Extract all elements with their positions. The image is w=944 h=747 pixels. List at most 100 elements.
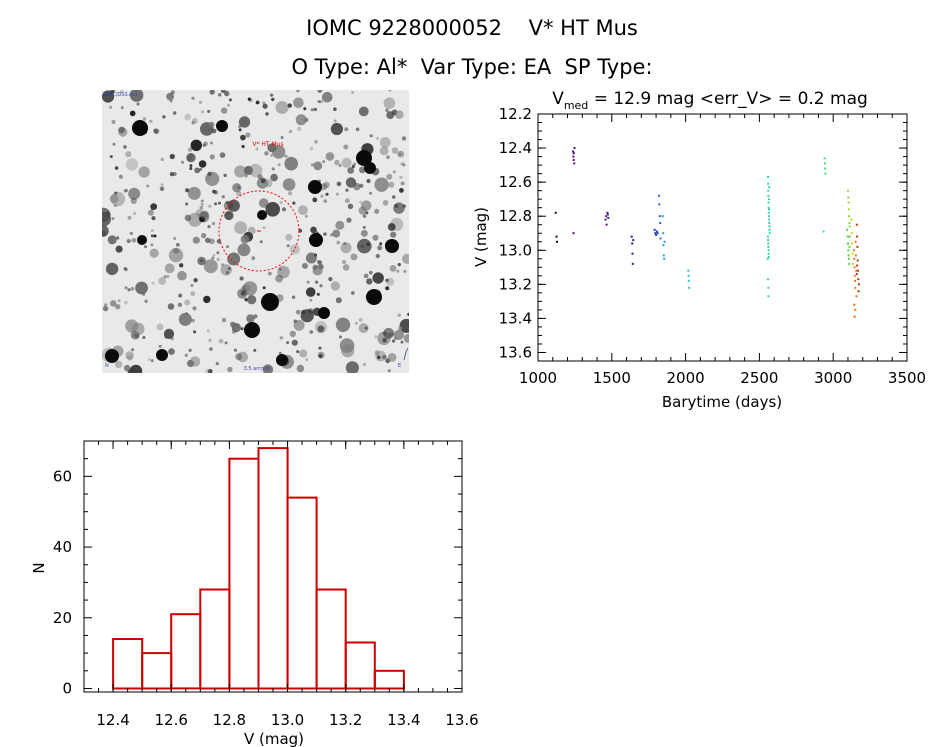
sky-star — [345, 198, 350, 204]
sky-star — [336, 181, 342, 187]
sky-star — [125, 158, 139, 171]
lc-point — [572, 159, 575, 161]
sky-star — [284, 154, 288, 158]
lc-point — [853, 274, 856, 277]
sky-star — [315, 280, 319, 284]
lc-point — [572, 152, 575, 155]
sky-star — [379, 137, 391, 148]
lc-point — [848, 235, 851, 238]
sky-star — [355, 127, 360, 132]
sky-star — [147, 209, 154, 216]
sky-star — [234, 165, 247, 178]
sky-star — [372, 234, 379, 241]
sky-star — [110, 90, 115, 94]
lc-point — [606, 211, 609, 214]
sky-star — [184, 353, 188, 357]
sky-star — [150, 359, 154, 363]
sky-star — [364, 326, 368, 330]
sky-star — [200, 199, 204, 203]
light-curve-title: Vmed = 12.9 mag <err_V> = 0.2 mag — [552, 89, 868, 112]
sky-star — [188, 348, 192, 352]
sky-star — [382, 338, 388, 343]
lc-point — [768, 218, 771, 221]
sky-star — [312, 265, 323, 276]
lc-point — [857, 269, 859, 272]
sky-star — [127, 288, 131, 292]
sky-star — [126, 239, 131, 243]
sky-star — [343, 144, 349, 150]
sky-star — [262, 103, 268, 109]
plot-title-line1: IOMC 9228000052 V* HT Mus — [306, 16, 638, 40]
sky-star — [218, 201, 221, 205]
sky-star — [208, 121, 215, 128]
sky-star — [114, 360, 123, 369]
sky-star — [224, 90, 230, 97]
sky-star — [288, 129, 293, 134]
sky-star — [214, 202, 218, 206]
sky-star — [359, 166, 366, 174]
lc-point — [687, 279, 690, 282]
sky-star — [197, 256, 206, 266]
lc-ytick-label: 12.4 — [499, 139, 532, 157]
lc-point — [767, 239, 770, 242]
sky-star — [168, 348, 175, 355]
lc-point — [663, 240, 666, 243]
lc-point — [605, 215, 608, 218]
lc-point — [654, 232, 657, 235]
sky-star — [107, 235, 117, 245]
lc-xtick-label: 3500 — [888, 369, 926, 387]
sky-star — [179, 263, 184, 268]
sky-star-bright — [244, 322, 260, 338]
sky-star — [319, 284, 323, 288]
lc-point — [573, 147, 576, 150]
sky-star — [387, 353, 397, 362]
sky-star — [102, 225, 109, 237]
lc-point — [847, 249, 850, 252]
sky-star — [303, 107, 307, 111]
sky-star-bright — [385, 239, 399, 253]
lc-point — [573, 162, 576, 165]
sky-star — [129, 90, 144, 102]
sky-star — [185, 202, 189, 206]
lc-point — [823, 162, 826, 165]
sky-star — [379, 146, 389, 156]
sky-star — [310, 108, 314, 112]
lc-point — [767, 295, 770, 298]
sky-star — [242, 281, 258, 296]
sky-star — [369, 134, 373, 138]
sky-star — [285, 233, 293, 241]
sky-star — [187, 186, 201, 200]
sky-star — [199, 205, 204, 210]
sky-star — [335, 220, 345, 230]
sky-star — [102, 90, 115, 103]
sky-star — [320, 183, 328, 191]
lc-point — [655, 230, 658, 233]
sky-star — [397, 150, 405, 158]
lc-point — [767, 211, 770, 214]
sky-star — [347, 167, 355, 174]
sky-star — [341, 157, 352, 168]
lc-point — [848, 215, 851, 218]
sky-star — [396, 269, 400, 273]
lc-point — [767, 189, 770, 192]
sky-star — [309, 146, 314, 151]
sky-star — [366, 242, 370, 246]
sky-star — [225, 271, 229, 275]
sky-star — [232, 183, 242, 193]
sky-star — [379, 242, 383, 246]
histogram-frame — [83, 440, 463, 693]
sky-star — [374, 350, 380, 356]
sky-star — [191, 96, 195, 100]
lc-point — [554, 211, 557, 214]
sky-star — [123, 189, 127, 193]
sky-star — [333, 119, 337, 123]
sky-star — [129, 364, 143, 373]
lc-point — [572, 155, 575, 158]
sky-star — [400, 340, 404, 344]
sky-star-bright — [132, 120, 148, 136]
sky-star — [335, 192, 339, 196]
histogram-bar — [141, 652, 173, 690]
sky-star — [366, 278, 373, 285]
sky-star — [393, 202, 405, 214]
sky-star — [102, 212, 111, 227]
